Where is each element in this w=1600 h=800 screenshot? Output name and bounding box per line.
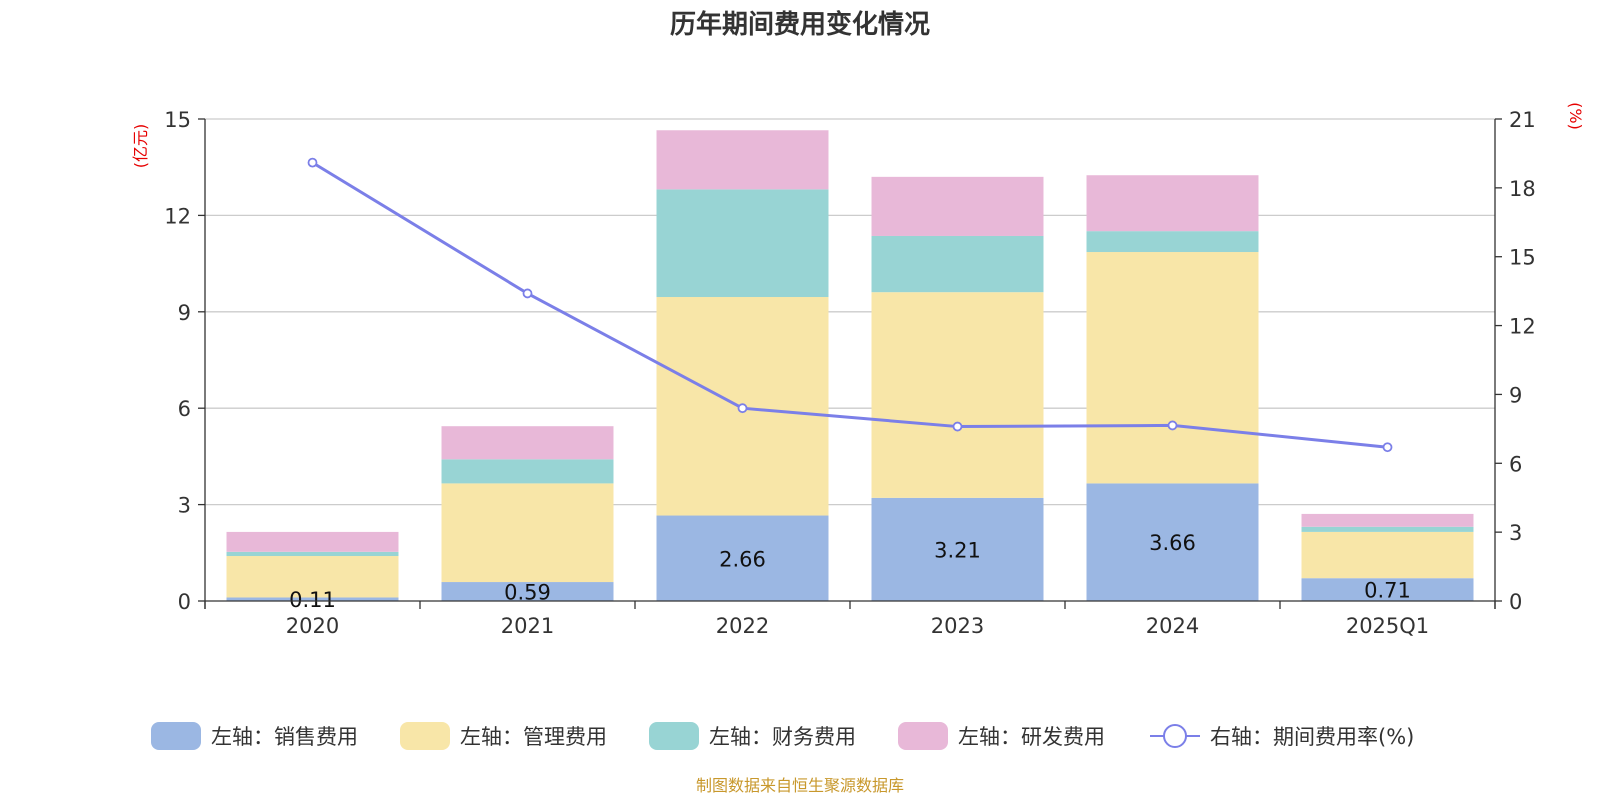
rate-line-group: [307, 157, 1393, 453]
left-tick-label: 6: [178, 397, 191, 421]
x-tick-label: 2020: [286, 614, 339, 638]
legend-swatch: [151, 722, 201, 750]
legend-swatch: [898, 722, 948, 750]
x-tick-label: 2025Q1: [1346, 614, 1429, 638]
left-axis-unit: (亿元): [131, 124, 150, 169]
bar-value-label: 2.66: [719, 547, 766, 571]
right-tick-label: 18: [1509, 177, 1536, 201]
axes: 0 3 6 9 12 15 0 3 6 9 12 15 18 21 2020 2021 2022 2023 2024…: [164, 108, 1535, 638]
legend-swatch: [400, 722, 450, 750]
right-tick-label: 3: [1509, 521, 1522, 545]
legend: 左轴：销售费用 左轴：管理费用 左轴：财务费用 左轴：研发费用 右轴：期间费用率(%): [151, 722, 1414, 750]
bar-value-label: 3.66: [1149, 531, 1196, 555]
legend-label: 左轴：管理费用: [460, 725, 607, 749]
rate-point: [1167, 420, 1178, 431]
right-axis-unit: (%): [1566, 102, 1585, 130]
bar-segment: [656, 130, 829, 190]
bar-segment: [441, 459, 614, 484]
bar-segment: [1086, 483, 1259, 601]
bar-segment: [871, 176, 1044, 236]
x-tick-label: 2022: [716, 614, 769, 638]
left-tick-label: 15: [164, 108, 191, 132]
bar-segment: [1086, 252, 1259, 484]
legend-label: 左轴：研发费用: [958, 725, 1105, 749]
gridlines: [205, 118, 1495, 506]
left-tick-label: 12: [164, 204, 191, 228]
bar-segment: [1301, 526, 1474, 532]
bar-segment: [441, 483, 614, 583]
bar-segment: [1301, 578, 1474, 601]
bar-value-label: 3.21: [934, 538, 981, 562]
bar-segment: [226, 531, 399, 552]
bar-segment: [441, 582, 614, 601]
bar-group: [226, 130, 1474, 601]
bar-segment: [441, 426, 614, 460]
rate-point: [1382, 442, 1393, 453]
rate-point: [522, 288, 533, 299]
chart-title: 历年期间费用变化情况: [670, 9, 930, 40]
source-note: 制图数据来自恒生聚源数据库: [696, 776, 904, 795]
bar-segment: [226, 551, 399, 557]
x-tick-label: 2023: [931, 614, 984, 638]
bar-segment: [871, 497, 1044, 601]
bar-segment: [1086, 175, 1259, 232]
right-tick-label: 21: [1509, 108, 1536, 132]
left-tick-label: 0: [178, 590, 191, 614]
x-tick-label: 2024: [1146, 614, 1199, 638]
right-tick-label: 0: [1509, 590, 1522, 614]
bar-segment: [226, 556, 399, 598]
legend-marker: [1163, 724, 1187, 748]
bar-segment: [1301, 513, 1474, 527]
rate-line: [311, 161, 1388, 449]
bar-segment: [226, 597, 399, 601]
bar-value-label: 0.71: [1364, 579, 1411, 603]
bar-segment: [1301, 531, 1474, 579]
bar-segment: [871, 292, 1044, 498]
bar-segment: [871, 235, 1044, 293]
bar-labels: 0.11 0.592.66 3.21 3.660.71: [289, 531, 1411, 612]
x-tick-label: 2021: [501, 614, 554, 638]
rate-point: [737, 403, 748, 414]
bar-value-label: 0.11: [289, 588, 336, 612]
left-tick-label: 3: [178, 494, 191, 518]
right-tick-label: 12: [1509, 315, 1536, 339]
bar-segment: [656, 189, 829, 298]
right-tick-label: 15: [1509, 246, 1536, 270]
legend-label: 左轴：财务费用: [709, 725, 856, 749]
legend-label: 左轴：销售费用: [211, 725, 358, 749]
right-tick-label: 9: [1509, 383, 1522, 407]
right-tick-label: 6: [1509, 452, 1522, 476]
left-tick-label: 9: [178, 301, 191, 325]
rate-point: [952, 421, 963, 432]
bar-segment: [656, 515, 829, 601]
bar-segment: [1086, 231, 1259, 253]
legend-label: 右轴：期间费用率(%): [1210, 725, 1414, 749]
rate-point: [307, 157, 318, 168]
legend-swatch: [649, 722, 699, 750]
